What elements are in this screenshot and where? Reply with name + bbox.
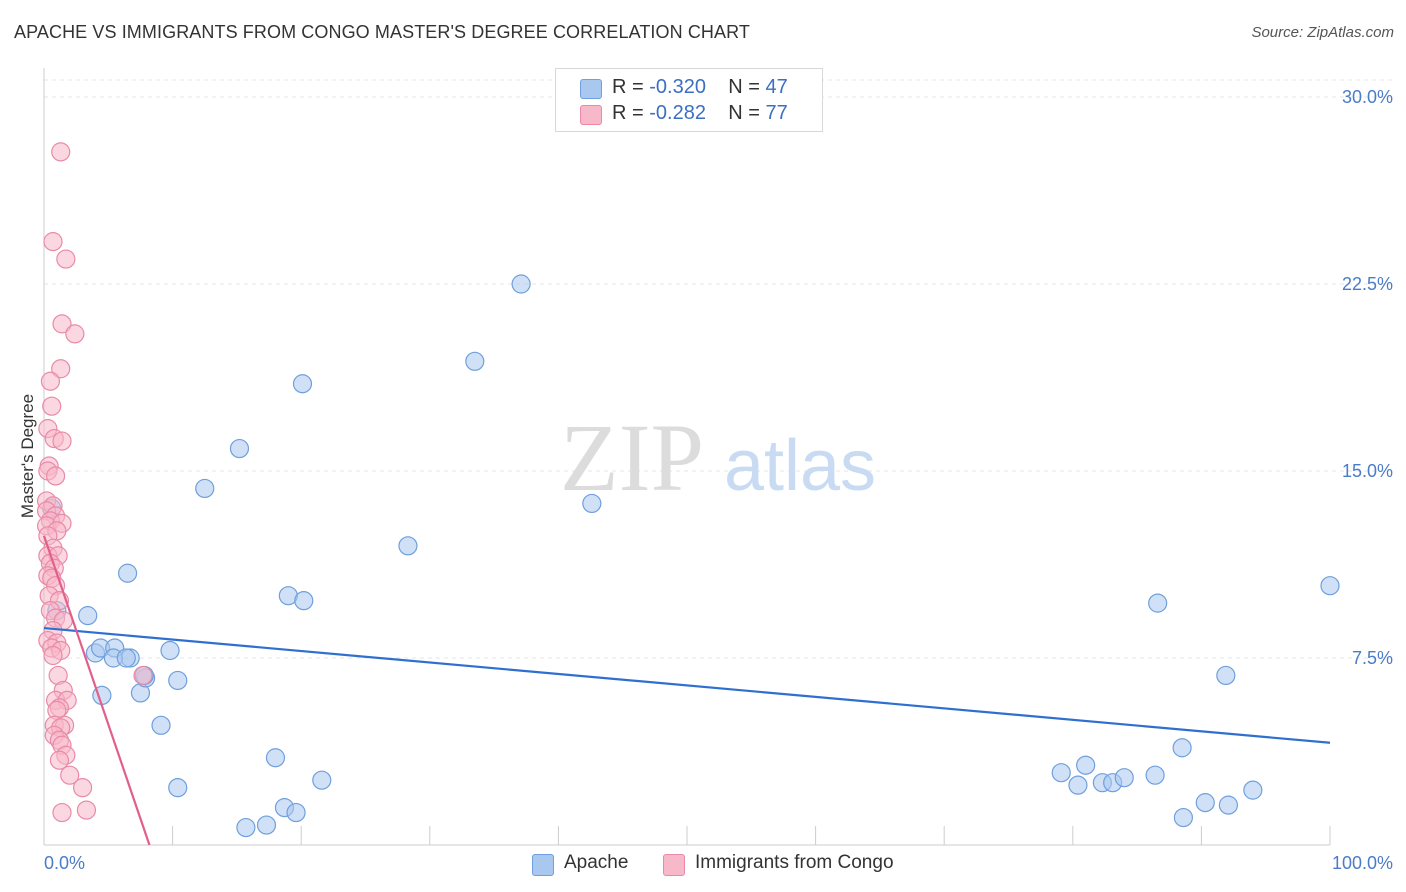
apache-point	[116, 648, 136, 668]
congo-point	[65, 324, 85, 344]
series-swatch-apache	[532, 854, 554, 876]
y-tick-label: 30.0%	[1342, 87, 1393, 107]
y-tick-label: 7.5%	[1352, 648, 1393, 668]
apache-point	[286, 802, 306, 823]
trend-layer	[42, 535, 1331, 846]
apache-point	[1243, 780, 1263, 800]
legend-swatch-congo	[580, 105, 602, 125]
correlation-legend: R = -0.320 N = 47 R = -0.282 N = 77	[555, 68, 823, 132]
congo-point	[51, 359, 71, 379]
x-tick-label-max: 100.0%	[1332, 853, 1393, 873]
apache-point	[1145, 765, 1165, 785]
apache-point	[511, 274, 531, 294]
congo-point	[49, 750, 70, 770]
apache-point	[1320, 576, 1340, 596]
series-swatch-congo	[663, 854, 685, 876]
legend-n-value: 77	[765, 102, 788, 124]
congo-point	[56, 249, 76, 269]
congo-point	[76, 800, 97, 820]
apache-point	[1068, 775, 1088, 795]
series-label-apache: Apache	[564, 852, 629, 873]
legend-swatch-apache	[580, 79, 602, 99]
apache-point	[168, 670, 188, 691]
points-layer	[36, 142, 1340, 838]
congo-point	[133, 665, 153, 686]
apache-point	[1172, 738, 1192, 758]
y-axis-label: Master's Degree	[18, 394, 37, 518]
apache-point	[582, 493, 602, 514]
congo-point	[52, 314, 72, 334]
apache-point	[312, 770, 332, 790]
source-credit: Source: ZipAtlas.com	[1251, 24, 1394, 41]
congo-point	[45, 466, 66, 486]
apache-point	[465, 351, 485, 371]
legend-r-value: -0.282	[649, 102, 706, 124]
apache-point	[117, 563, 138, 583]
y-tick-label: 22.5%	[1342, 274, 1393, 294]
apache-point	[1051, 763, 1071, 783]
watermark: ZIP atlas	[560, 404, 876, 511]
congo-point	[43, 232, 63, 252]
grid-layer	[44, 79, 1392, 659]
apache-point	[1195, 793, 1215, 813]
apache-point	[294, 591, 314, 611]
legend-n-value: 47	[765, 76, 788, 98]
apache-point	[1148, 593, 1168, 613]
watermark-zip: ZIP	[560, 404, 704, 511]
apache-point	[1076, 755, 1096, 775]
legend-n-label: N =	[728, 102, 760, 124]
congo-point	[52, 431, 72, 451]
y-tick-label: 15.0%	[1342, 461, 1393, 481]
apache-point	[256, 815, 277, 835]
apache-trend-line	[43, 626, 1331, 744]
legend-r-value: -0.320	[649, 76, 706, 98]
legend-r-label: R =	[612, 102, 644, 124]
apache-point	[236, 817, 256, 838]
apache-point	[78, 606, 98, 626]
legend-r-label: R =	[612, 76, 644, 98]
chart-title: APACHE VS IMMIGRANTS FROM CONGO MASTER'S…	[14, 22, 751, 42]
apache-point	[1114, 768, 1134, 788]
series-label-congo: Immigrants from Congo	[695, 852, 894, 873]
apache-point	[265, 748, 286, 768]
congo-point	[43, 645, 63, 666]
congo-point	[40, 371, 61, 391]
apache-point	[229, 438, 250, 459]
x-tick-label-min: 0.0%	[44, 853, 85, 873]
congo-point	[72, 778, 93, 798]
apache-point	[168, 778, 188, 798]
congo-point	[51, 142, 71, 162]
apache-point	[398, 536, 418, 556]
apache-point	[151, 715, 171, 735]
apache-point	[1216, 665, 1236, 686]
apache-point	[292, 374, 313, 394]
series-legend: Apache Immigrants from Congo	[0, 852, 1406, 878]
congo-point	[60, 765, 80, 785]
axis-layer: 7.5% 15.0% 22.5% 30.0% 0.0% 100.0%	[43, 68, 1393, 873]
apache-point	[1173, 807, 1193, 828]
congo-trend-line	[42, 535, 151, 846]
congo-point	[42, 396, 62, 416]
congo-point	[52, 802, 72, 823]
legend-n-label: N =	[728, 76, 760, 98]
apache-point	[195, 478, 215, 499]
apache-point	[160, 640, 180, 661]
apache-point	[1218, 795, 1239, 815]
watermark-atlas: atlas	[724, 426, 876, 506]
